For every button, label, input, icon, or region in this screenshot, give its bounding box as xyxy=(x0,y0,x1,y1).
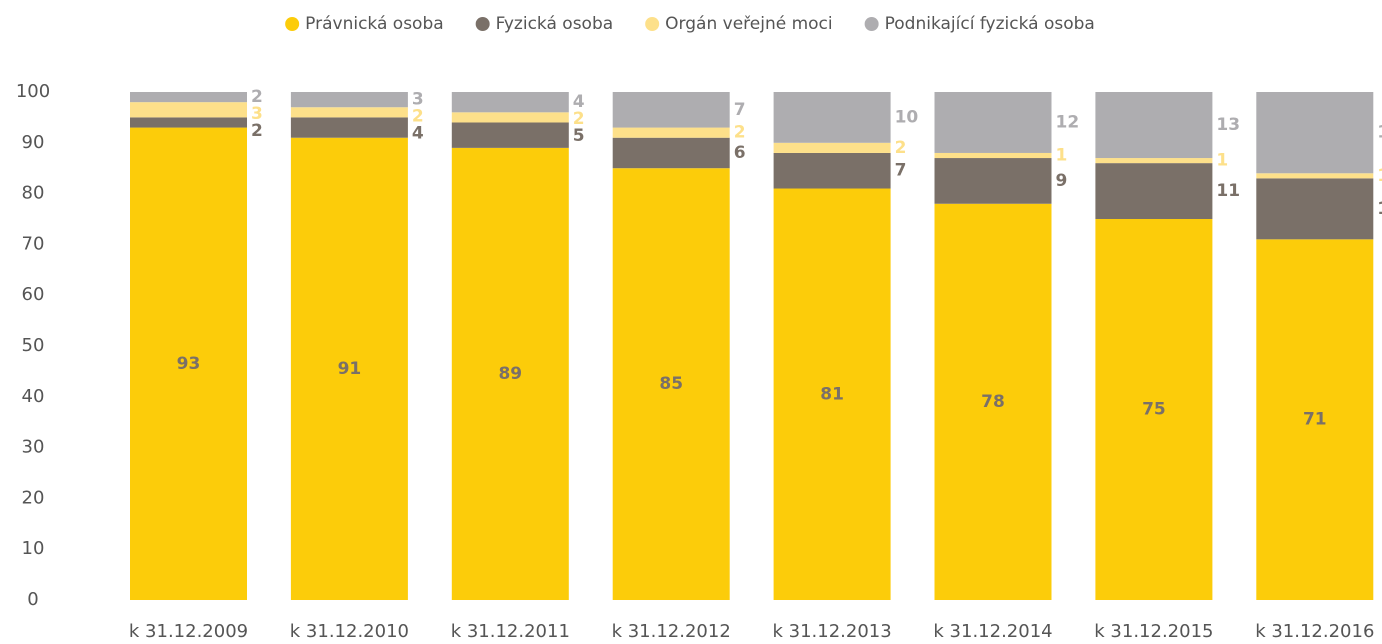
data-label: 7 xyxy=(734,100,746,120)
y-tick-label: 0 xyxy=(27,589,38,610)
data-label: 3 xyxy=(412,90,424,110)
data-label: 10 xyxy=(895,107,919,127)
y-tick-label: 20 xyxy=(22,487,45,508)
bar-segment xyxy=(451,122,569,148)
bar-segment xyxy=(130,92,247,103)
bar-segment xyxy=(612,127,730,138)
y-tick-label: 70 xyxy=(22,233,45,254)
data-label: 2 xyxy=(251,87,263,107)
bar-segment xyxy=(290,117,408,138)
bar-segment xyxy=(773,188,891,600)
bar-segment xyxy=(130,127,247,600)
legend-marker xyxy=(475,17,490,31)
x-tick-label: k 31.12.2015 xyxy=(1094,621,1213,642)
y-tick-label: 80 xyxy=(22,183,45,204)
data-label: 11 xyxy=(1216,181,1240,201)
bar-segment xyxy=(1095,92,1213,159)
x-tick-label: k 31.12.2016 xyxy=(1255,621,1374,642)
data-label: 93 xyxy=(177,354,201,374)
bar-segment xyxy=(1256,239,1374,600)
data-label: 89 xyxy=(498,364,522,384)
x-tick-label: k 31.12.2010 xyxy=(290,621,409,642)
bar-segment xyxy=(934,92,1052,153)
data-label: 13 xyxy=(1216,115,1240,135)
bar-segment xyxy=(773,92,891,143)
bar-segment xyxy=(612,92,730,128)
data-label: 78 xyxy=(981,392,1005,412)
data-label: 1 xyxy=(1056,146,1068,166)
bar-segment xyxy=(612,168,730,600)
x-tick-label: k 31.12.2012 xyxy=(612,621,731,642)
data-label: 12 xyxy=(1377,199,1382,219)
x-tick-label: k 31.12.2013 xyxy=(772,621,891,642)
bar-segment xyxy=(290,107,408,118)
data-label: 2 xyxy=(573,109,585,129)
bar-segment xyxy=(451,112,569,123)
bar-segment xyxy=(773,142,891,153)
legend-label: Orgán veřejné moci xyxy=(665,14,832,34)
data-label: 7 xyxy=(895,161,907,181)
y-tick-label: 90 xyxy=(22,132,45,153)
bar-segment xyxy=(290,137,408,600)
x-tick-label: k 31.12.2011 xyxy=(451,621,570,642)
data-label: 71 xyxy=(1303,410,1327,430)
bar-segment xyxy=(1256,92,1374,174)
bar-segment xyxy=(451,92,569,113)
legend-marker xyxy=(864,17,879,31)
data-label: 6 xyxy=(734,143,746,163)
data-label: 81 xyxy=(820,384,844,404)
data-label: 12 xyxy=(1056,112,1080,132)
bar-segment xyxy=(612,137,730,169)
y-tick-label: 10 xyxy=(22,538,45,559)
legend-marker xyxy=(285,17,300,31)
bar-segment xyxy=(451,147,569,600)
bar-segment xyxy=(934,158,1052,204)
bar-segment xyxy=(130,102,247,118)
bar-segment xyxy=(773,152,891,189)
legend-label: Právnická osoba xyxy=(305,14,444,34)
x-tick-label: k 31.12.2009 xyxy=(129,621,248,642)
y-tick-label: 30 xyxy=(22,437,45,458)
data-label: 2 xyxy=(251,121,263,141)
y-tick-label: 60 xyxy=(22,284,45,305)
bar-segment xyxy=(1256,173,1374,179)
data-label: 5 xyxy=(573,126,585,146)
data-label: 3 xyxy=(251,104,263,124)
legend-marker xyxy=(645,17,660,31)
data-label: 85 xyxy=(659,374,683,394)
bar-segment xyxy=(1095,158,1213,164)
bar-segment xyxy=(934,152,1052,159)
x-tick-label: k 31.12.2014 xyxy=(933,621,1052,642)
bar-segment xyxy=(934,203,1052,600)
y-tick-label: 100 xyxy=(16,81,50,102)
y-tick-label: 40 xyxy=(22,386,45,407)
data-label: 2 xyxy=(412,107,424,127)
data-label: 2 xyxy=(734,123,746,143)
y-tick-label: 50 xyxy=(22,335,45,356)
data-label: 4 xyxy=(412,124,424,144)
bar-segment xyxy=(1095,219,1213,600)
data-label: 91 xyxy=(338,359,362,379)
bar-segment xyxy=(290,92,408,108)
data-label: 1 xyxy=(1377,166,1382,186)
legend-label: Fyzická osoba xyxy=(496,14,614,34)
bar-segment xyxy=(1256,178,1374,240)
legend-label: Podnikající fyzická osoba xyxy=(885,14,1095,34)
bar-segment xyxy=(130,117,247,128)
bar-segment xyxy=(1095,163,1213,219)
data-label: 2 xyxy=(895,138,907,158)
data-label: 9 xyxy=(1056,171,1068,191)
data-label: 4 xyxy=(573,92,585,112)
data-label: 16 xyxy=(1377,123,1382,143)
data-label: 75 xyxy=(1142,400,1166,420)
data-label: 1 xyxy=(1216,151,1228,171)
